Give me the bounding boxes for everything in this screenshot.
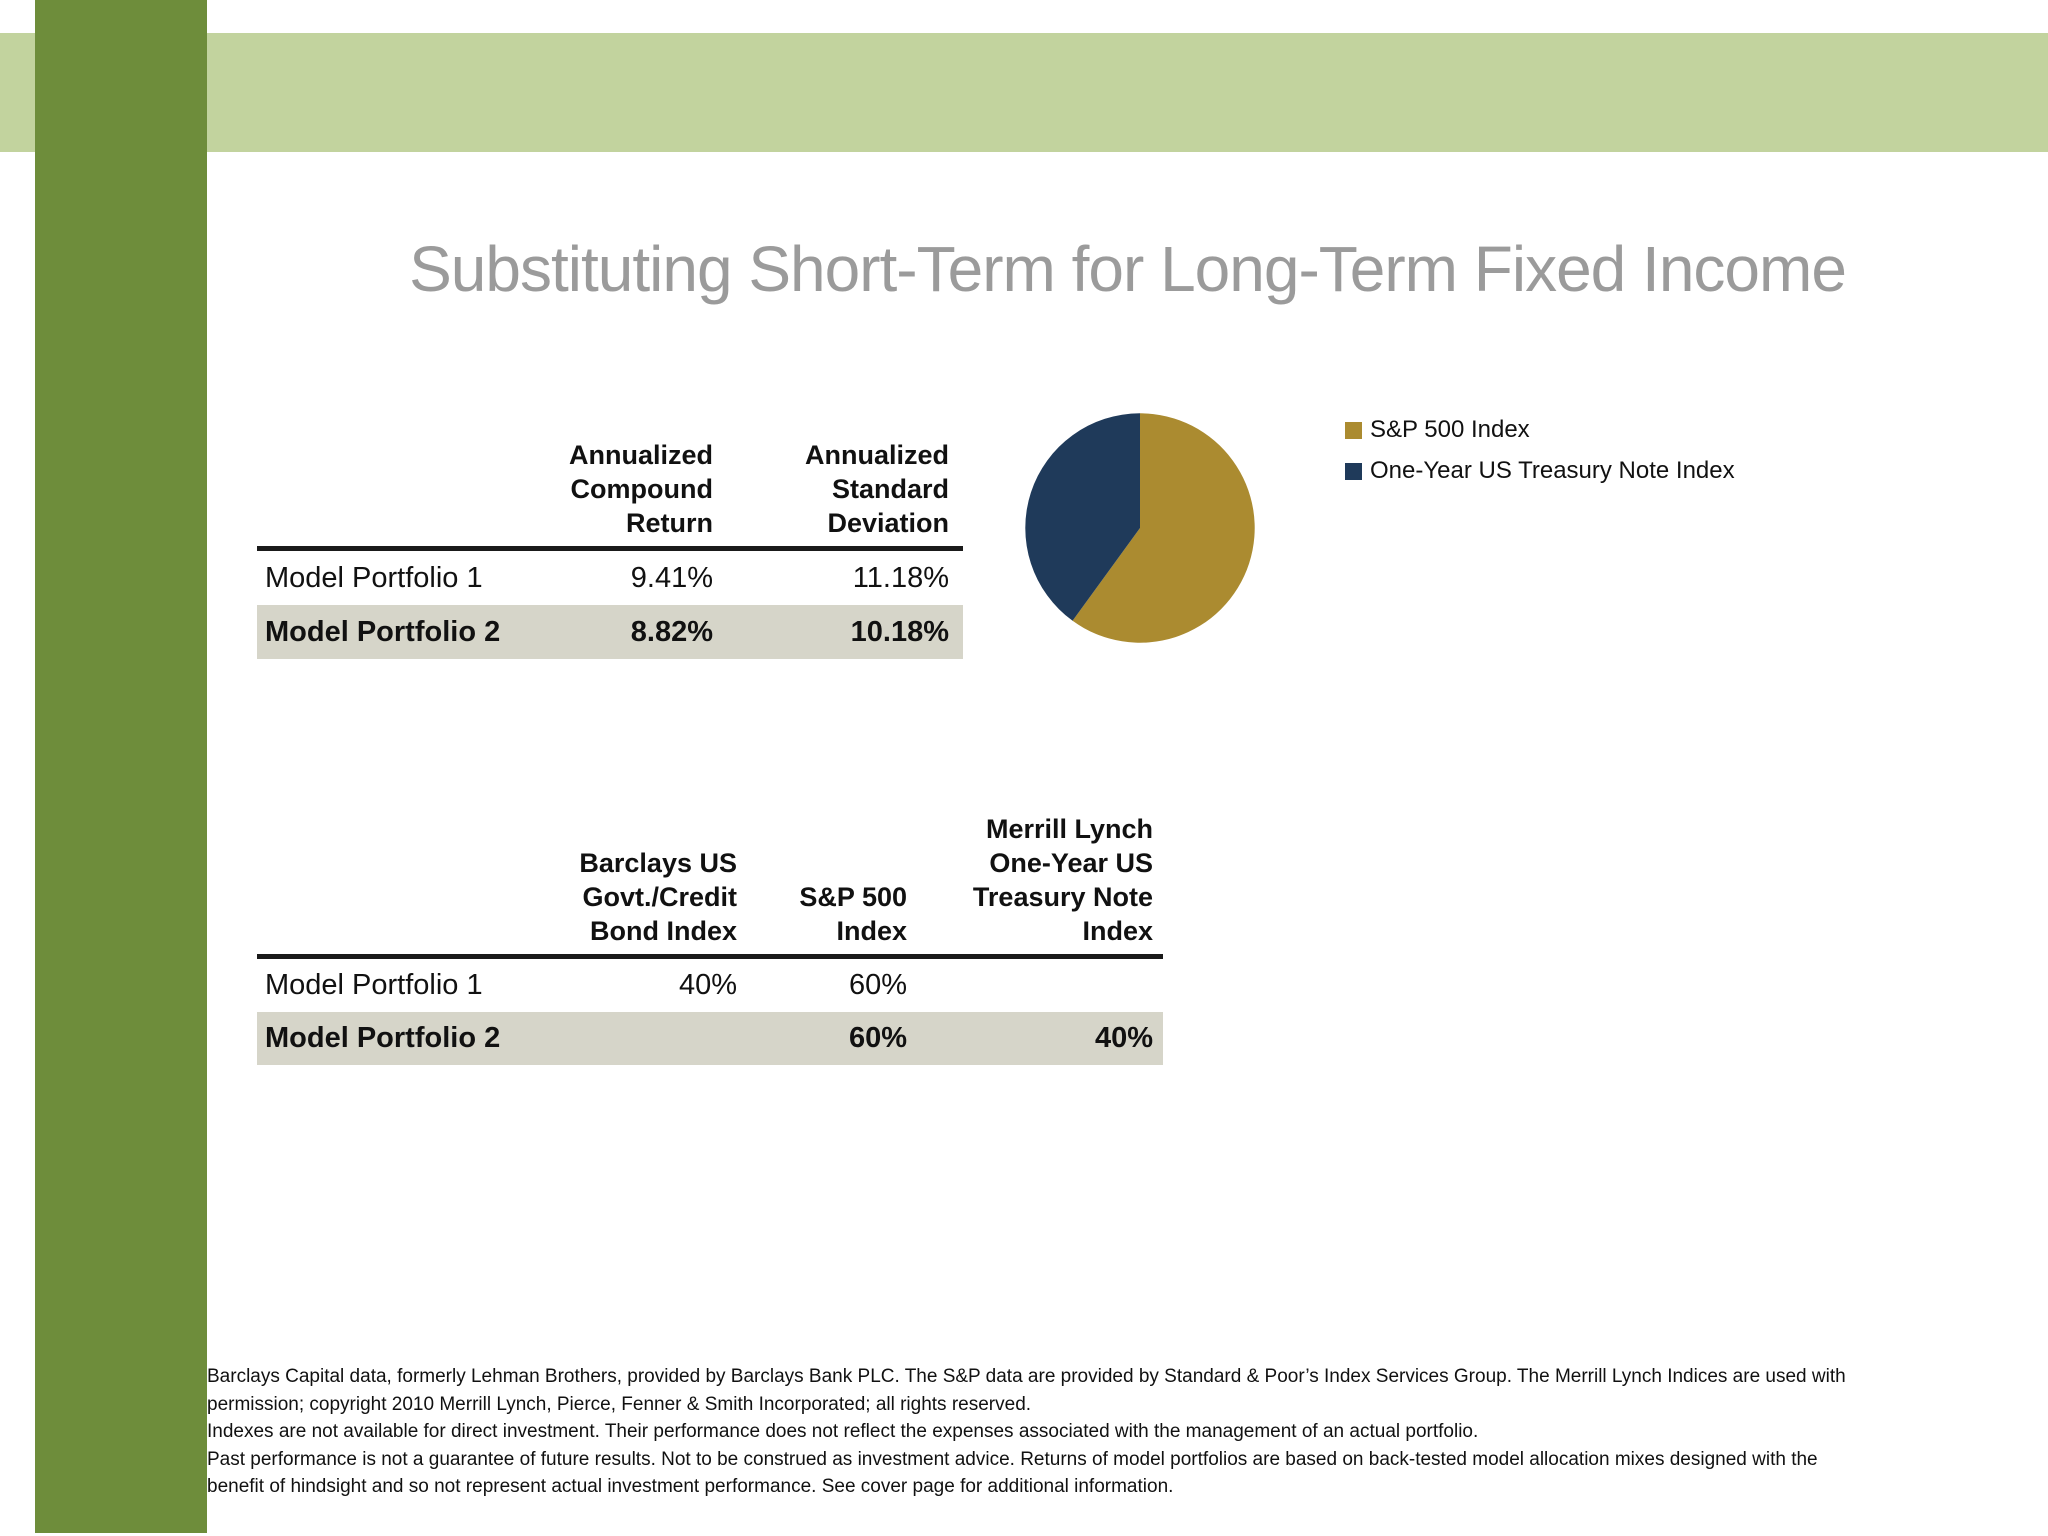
header-cell-barclays-bond-index: Barclays US Govt./Credit Bond Index: [579, 848, 737, 946]
table-row-highlighted: Model Portfolio 2 8.82% 10.18%: [257, 605, 963, 659]
row-label: Model Portfolio 1: [265, 969, 483, 1001]
legend-swatch: [1345, 421, 1362, 439]
top-band: [0, 33, 2048, 152]
compound-return-value: 8.82%: [630, 615, 713, 648]
pie-slice: [1072, 413, 1255, 643]
performance-table: Annualized Compound Return Annualized St…: [257, 438, 963, 659]
standard-deviation-value: 11.18%: [852, 561, 949, 594]
left-green-bar: [35, 0, 207, 1533]
header-cell-ml-treasury-note-index: Merrill Lynch One-Year US Treasury Note …: [972, 814, 1153, 946]
allocation-table: Barclays US Govt./Credit Bond Index S&P …: [257, 812, 1163, 1065]
header-cell-compound-return: Annualized Compound Return: [568, 440, 713, 538]
pie-chart: [1023, 411, 1257, 645]
slide-title: Substituting Short-Term for Long-Term Fi…: [409, 233, 1847, 305]
legend-item: One-Year US Treasury Note Index: [1345, 457, 1735, 485]
sp500-allocation: 60%: [848, 1022, 907, 1054]
table-row-highlighted: Model Portfolio 2 60% 40%: [257, 1012, 1163, 1065]
performance-table-header: Annualized Compound Return Annualized St…: [257, 438, 963, 551]
legend-label: S&P 500 Index: [1370, 416, 1530, 443]
pie-legend: S&P 500 Index One-Year US Treasury Note …: [1345, 416, 1735, 498]
pie-svg: [1025, 413, 1255, 643]
legend-label: One-Year US Treasury Note Index: [1370, 457, 1735, 484]
disclaimer-text: Barclays Capital data, formerly Lehman B…: [207, 1366, 1846, 1497]
row-label: Model Portfolio 1: [265, 561, 483, 594]
row-label: Model Portfolio 2: [265, 615, 501, 648]
table-row: Model Portfolio 1 9.41% 11.18%: [257, 551, 963, 605]
legend-item: S&P 500 Index: [1345, 416, 1735, 444]
header-cell-standard-deviation: Annualized Standard Deviation: [804, 440, 949, 538]
barclays-allocation: 40%: [678, 969, 737, 1001]
legend-swatch: [1345, 462, 1362, 480]
table-row: Model Portfolio 1 40% 60%: [257, 959, 1163, 1012]
allocation-table-header: Barclays US Govt./Credit Bond Index S&P …: [257, 812, 1163, 959]
standard-deviation-value: 10.18%: [850, 615, 949, 648]
sp500-allocation: 60%: [848, 969, 907, 1001]
ml-treasury-allocation: 40%: [1094, 1022, 1153, 1054]
compound-return-value: 9.41%: [630, 561, 713, 594]
header-cell-sp500-index: S&P 500 Index: [799, 882, 907, 946]
row-label: Model Portfolio 2: [265, 1022, 501, 1054]
pie-slice: [1025, 413, 1140, 621]
